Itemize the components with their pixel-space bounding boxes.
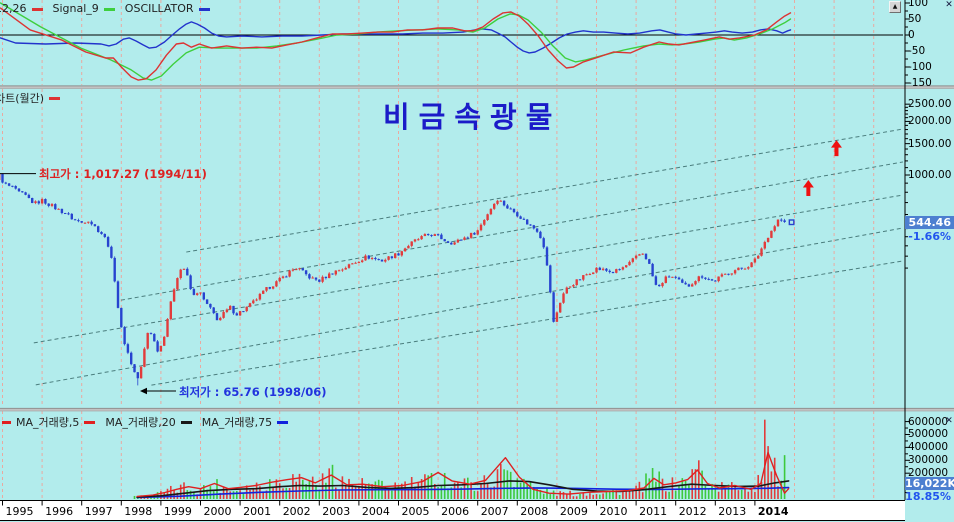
x-axis-year-label: 2004	[361, 505, 390, 518]
volume-legend: MA_거래량,5 MA_거래량,20 MA_거래량,75	[0, 414, 298, 430]
chart-title: 비금속광물	[383, 100, 562, 134]
macd-axis-tick-label: -150	[908, 77, 932, 89]
x-axis-year-label: 2010	[599, 505, 628, 518]
volume-panel-close-icon[interactable]: ✕	[945, 416, 953, 426]
x-axis-year-label: 2012	[678, 505, 707, 518]
x-axis-year-label: 2000	[203, 505, 232, 518]
x-axis-year-label: 2005	[401, 505, 430, 518]
vol-ma75-swatch	[277, 421, 289, 424]
price-change-percent: -1.66%	[908, 230, 951, 243]
current-price-tag: 544.46	[905, 216, 954, 229]
macd-axis-tick-label: 100	[908, 0, 929, 9]
x-axis-year-label: 2003	[322, 505, 351, 518]
volume-axis-tick-label: 200000	[908, 467, 949, 480]
vol-ma5-legend-label: MA_거래량,5	[16, 416, 80, 429]
lowest-price-annotation: 최저가 : 65.76 (1998/06)	[179, 385, 327, 399]
x-axis-year-label: 2014	[757, 505, 789, 518]
macd-axis-tick-label: -100	[908, 61, 932, 73]
price-legend-label: 차트(월간)	[0, 92, 45, 105]
current-volume-tag: 16,022K	[905, 477, 954, 490]
highest-price-annotation: 최고가 : 1,017.27 (1994/11)	[39, 167, 207, 181]
x-axis-year-label: 2009	[559, 505, 588, 518]
price-legend-swatch	[49, 97, 61, 100]
vol-ma5-swatch	[84, 421, 96, 424]
x-axis-year-label: 1998	[124, 505, 153, 518]
macd-legend: 12,26 Signal_9 OSCILLATOR	[0, 2, 220, 15]
x-axis-year-label: 1996	[45, 505, 74, 518]
x-axis-year-label: 2001	[243, 505, 272, 518]
scroll-up-button[interactable]: ▲	[889, 1, 901, 13]
vol-ma20-swatch	[180, 421, 192, 424]
macd-line-swatch	[31, 7, 43, 11]
price-axis-tick-label: 1500.00	[908, 137, 952, 150]
x-axis-year-label: 2007	[480, 505, 509, 518]
macd-axis-tick-label: -50	[908, 45, 926, 57]
macd-axis-tick-label: 50	[908, 13, 922, 25]
vol-ma20-legend-label: MA_거래량,20	[105, 416, 176, 429]
x-axis-year-label: 1997	[84, 505, 113, 518]
x-axis-year-label: 2002	[282, 505, 311, 518]
volume-axis-tick-label: 600000	[908, 415, 949, 428]
x-axis-year-label: 2013	[718, 505, 747, 518]
signal-legend-label: Signal_9	[52, 2, 99, 15]
macd-panel-close-icon[interactable]: ✕	[945, 0, 953, 10]
volume-turnover-percent: 18.85%	[905, 490, 951, 503]
x-axis-year-label: 2006	[441, 505, 470, 518]
volume-axis-tick-label: 300000	[908, 454, 949, 467]
x-axis-year-label: 2008	[520, 505, 549, 518]
macd-axis-tick-label: 0	[908, 29, 915, 41]
macd-legend-label: 12,26	[0, 2, 27, 15]
volume-bar-swatch	[2, 421, 11, 424]
x-axis-year-label: 1995	[5, 505, 34, 518]
volume-axis-tick-label: 400000	[908, 441, 949, 454]
price-panel-legend: 차트(월간)	[0, 90, 70, 106]
price-axis-tick-label: 1000.00	[908, 169, 952, 181]
oscillator-legend-label: OSCILLATOR	[124, 2, 194, 15]
price-axis-tick-label: 2000.00	[908, 115, 952, 128]
price-axis-tick-label: 2500.00	[908, 98, 952, 111]
volume-axis-tick-label: 500000	[908, 428, 949, 441]
vol-ma75-legend-label: MA_거래량,75	[201, 416, 273, 429]
signal-line-swatch	[103, 7, 115, 11]
oscillator-line-swatch	[198, 7, 210, 11]
x-axis-year-label: 1999	[163, 505, 192, 518]
x-axis-year-label: 2011	[639, 505, 668, 518]
